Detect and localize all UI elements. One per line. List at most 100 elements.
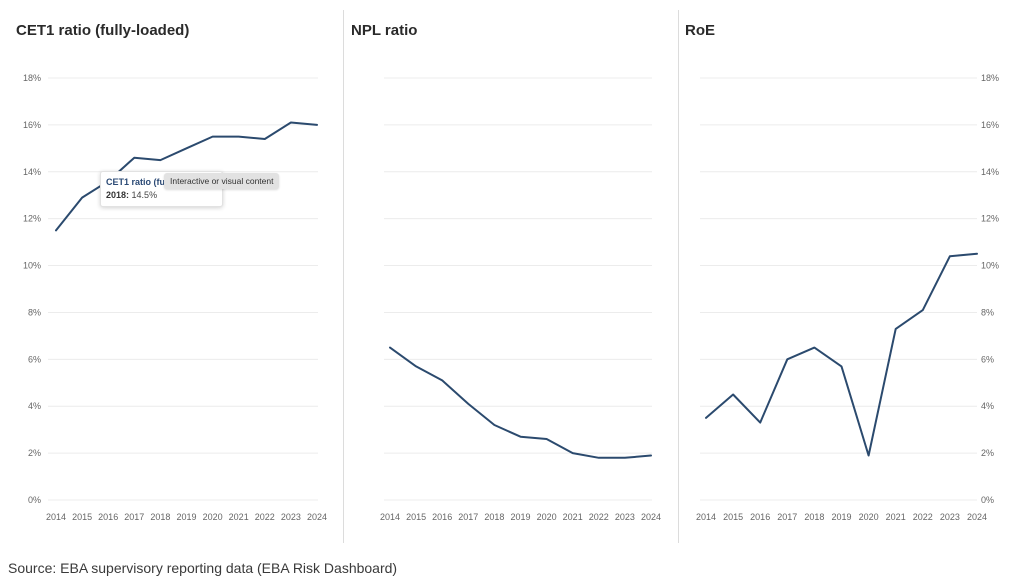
x-tick-label: 2014 — [696, 512, 716, 522]
data-point — [975, 251, 980, 256]
y-tick-label: 0% — [981, 495, 994, 505]
data-point — [893, 326, 898, 331]
x-tick-label: 2019 — [510, 512, 530, 522]
tooltip-series-name: CET1 ratio (fu — [106, 177, 166, 187]
y-tick-label: 4% — [28, 401, 41, 411]
y-tick-label: 2% — [28, 448, 41, 458]
x-tick-label: 2014 — [46, 512, 66, 522]
x-tick-label: 2024 — [641, 512, 661, 522]
y-tick-label: 16% — [981, 120, 999, 130]
y-tick-label: 14% — [981, 167, 999, 177]
x-tick-label: 2018 — [484, 512, 504, 522]
data-point — [570, 451, 575, 456]
data-point — [210, 134, 215, 139]
y-tick-label: 8% — [981, 307, 994, 317]
x-tick-label: 2020 — [859, 512, 879, 522]
data-point — [132, 155, 137, 160]
data-point — [866, 453, 871, 458]
data-point — [262, 136, 267, 141]
x-tick-label: 2024 — [307, 512, 327, 522]
data-point — [288, 120, 293, 125]
x-tick-label: 2016 — [98, 512, 118, 522]
y-tick-label: 18% — [981, 73, 999, 83]
x-tick-label: 2017 — [458, 512, 478, 522]
data-point — [785, 357, 790, 362]
y-tick-label: 14% — [23, 167, 41, 177]
chart-title-roe: RoE — [685, 22, 715, 39]
y-tick-label: 16% — [23, 120, 41, 130]
data-point — [414, 364, 419, 369]
x-tick-label: 2023 — [940, 512, 960, 522]
x-tick-label: 2020 — [203, 512, 223, 522]
x-tick-label: 2014 — [380, 512, 400, 522]
x-tick-label: 2016 — [750, 512, 770, 522]
x-tick-label: 2015 — [723, 512, 743, 522]
data-point — [158, 158, 163, 163]
x-tick-label: 2015 — [406, 512, 426, 522]
data-point — [518, 434, 523, 439]
data-point — [315, 122, 320, 127]
y-tick-label: 4% — [981, 401, 994, 411]
series-line — [55, 121, 318, 232]
y-tick-label: 12% — [981, 214, 999, 224]
y-tick-label: 10% — [981, 261, 999, 271]
x-tick-label: 2018 — [150, 512, 170, 522]
x-tick-label: 2016 — [432, 512, 452, 522]
series-line — [389, 346, 652, 459]
data-point — [440, 378, 445, 383]
y-tick-label: 6% — [28, 354, 41, 364]
data-point — [544, 437, 549, 442]
y-tick-label: 0% — [28, 495, 41, 505]
chart-title-npl: NPL ratio — [351, 22, 418, 39]
x-tick-label: 2015 — [72, 512, 92, 522]
data-point — [80, 195, 85, 200]
x-tick-label: 2022 — [589, 512, 609, 522]
y-tick-label: 2% — [981, 448, 994, 458]
x-tick-label: 2019 — [176, 512, 196, 522]
x-tick-label: 2021 — [229, 512, 249, 522]
data-point — [812, 345, 817, 350]
chart-title-cet1: CET1 ratio (fully-loaded) — [16, 22, 190, 39]
x-tick-label: 2019 — [831, 512, 851, 522]
interactive-content-label: Interactive or visual content — [164, 173, 280, 189]
x-tick-label: 2022 — [913, 512, 933, 522]
y-tick-label: 8% — [28, 307, 41, 317]
x-tick-label: 2023 — [615, 512, 635, 522]
data-point — [920, 308, 925, 313]
data-point — [947, 254, 952, 259]
y-tick-label: 18% — [23, 73, 41, 83]
data-point — [758, 420, 763, 425]
tooltip-value: 14.5% — [131, 190, 158, 200]
tooltip-year: 2018: — [106, 190, 130, 200]
source-note: Source: EBA supervisory reporting data (… — [8, 560, 398, 576]
x-tick-label: 2023 — [281, 512, 301, 522]
x-tick-label: 2024 — [967, 512, 987, 522]
data-point — [839, 364, 844, 369]
data-point — [388, 345, 393, 350]
data-point — [236, 134, 241, 139]
panel-divider — [343, 10, 344, 543]
data-point — [466, 401, 471, 406]
x-tick-label: 2017 — [777, 512, 797, 522]
data-point — [492, 422, 497, 427]
y-tick-label: 12% — [23, 214, 41, 224]
data-point — [649, 453, 654, 458]
data-point — [596, 455, 601, 460]
series-line — [705, 252, 978, 457]
x-tick-label: 2021 — [886, 512, 906, 522]
panel-divider — [678, 10, 679, 543]
data-point — [184, 146, 189, 151]
data-point — [54, 228, 59, 233]
data-point — [704, 415, 709, 420]
tooltip-value-line: 2018: 14.5% — [106, 190, 157, 200]
x-tick-label: 2018 — [804, 512, 824, 522]
data-point — [731, 392, 736, 397]
x-tick-label: 2017 — [124, 512, 144, 522]
data-point — [622, 455, 627, 460]
x-tick-label: 2020 — [537, 512, 557, 522]
x-tick-label: 2021 — [563, 512, 583, 522]
x-tick-label: 2022 — [255, 512, 275, 522]
y-tick-label: 6% — [981, 354, 994, 364]
y-tick-label: 10% — [23, 261, 41, 271]
